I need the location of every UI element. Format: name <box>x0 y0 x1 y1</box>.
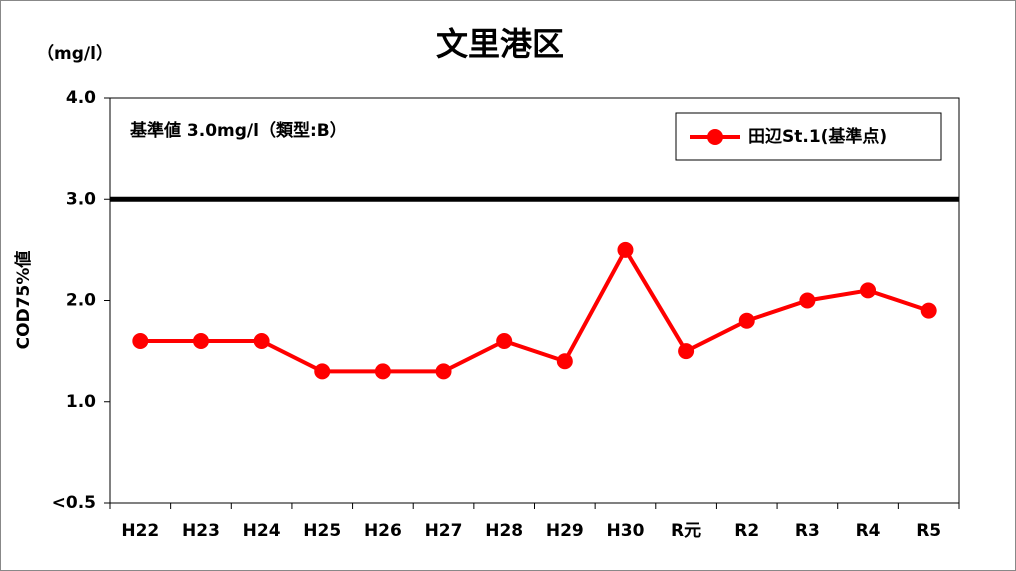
data-point <box>920 302 937 319</box>
y-axis-title: COD75%値 <box>13 251 34 350</box>
data-point <box>435 363 452 380</box>
data-point <box>738 312 755 329</box>
x-tick-label: H29 <box>546 521 584 541</box>
x-tick-label: H24 <box>243 521 281 541</box>
data-point <box>799 292 816 309</box>
data-point <box>617 241 634 258</box>
y-tick-label: 1.0 <box>66 392 96 412</box>
y-tick-label: 2.0 <box>66 291 96 311</box>
x-tick-label: H30 <box>607 521 645 541</box>
x-tick-label: H23 <box>182 521 220 541</box>
data-point <box>192 333 209 349</box>
x-tick-label: R4 <box>856 521 881 541</box>
legend-label: 田辺St.1(基準点) <box>748 126 887 147</box>
y-tick-label: <0.5 <box>52 493 96 513</box>
series-line <box>140 245 930 374</box>
x-tick-label: R2 <box>734 521 759 541</box>
data-point <box>496 333 513 349</box>
data-point <box>860 282 877 299</box>
data-point <box>132 333 149 349</box>
x-tick-label: R元 <box>671 521 701 541</box>
x-tick-label: H22 <box>121 521 159 541</box>
legend-marker <box>707 129 723 145</box>
data-point <box>374 363 391 380</box>
data-point <box>253 333 270 349</box>
y-unit: （mg/l） <box>37 43 113 64</box>
x-tick-label: R3 <box>795 521 820 541</box>
annotation: 基準値 3.0mg/l（類型:B） <box>129 120 347 141</box>
y-tick-label: 3.0 <box>66 189 96 209</box>
x-tick-label: H26 <box>364 521 402 541</box>
data-point <box>556 353 573 370</box>
x-tick-label: R5 <box>916 521 941 541</box>
y-tick-label: 4.0 <box>66 88 96 108</box>
data-point <box>314 363 331 380</box>
x-tick-label: H28 <box>485 521 523 541</box>
x-tick-label: H25 <box>303 521 341 541</box>
chart-title: 文里港区 <box>436 25 564 63</box>
x-tick-label: H27 <box>425 521 463 541</box>
data-point <box>678 343 695 360</box>
